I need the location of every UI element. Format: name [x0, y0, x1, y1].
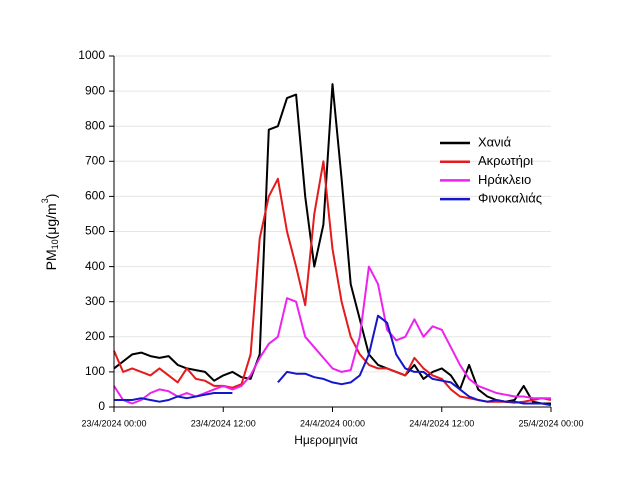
x-tick-label: 24/4/2024 00:00	[300, 418, 365, 428]
y-label-part: (μg/m	[43, 203, 59, 239]
y-tick-label: 100	[85, 364, 105, 378]
x-tick-label: 23/4/2024 00:00	[81, 418, 146, 428]
y-tick-label: 700	[85, 153, 105, 167]
series-line	[113, 265, 551, 405]
x-tick-label: 24/4/2024 12:00	[409, 418, 474, 428]
y-tick-label: 300	[85, 294, 105, 308]
legend-label: Χανιά	[478, 134, 512, 149]
legend-label: Ηράκλειο	[478, 172, 531, 187]
series-line	[114, 314, 552, 407]
y-tick-label: 1000	[78, 48, 105, 62]
y-label-sub: 10	[50, 239, 60, 249]
y-tick-label: 900	[85, 83, 105, 97]
x-tick-label: 25/4/2024 00:00	[518, 418, 583, 428]
legend-label: Φινοκαλιάς	[478, 191, 542, 206]
y-label-sup: 3	[40, 198, 50, 203]
y-tick-label: 200	[85, 329, 105, 343]
x-tick-label: 23/4/2024 12:00	[191, 418, 256, 428]
x-axis-label: Ημερομηνία	[294, 433, 358, 447]
y-tick-label: 400	[85, 259, 105, 273]
y-tick-label: 600	[85, 189, 105, 203]
y-axis-label: PM10(μg/m3)	[40, 194, 60, 271]
legend-label: Ακρωτήρι	[478, 153, 533, 168]
y-label-part: )	[43, 194, 59, 199]
y-label-part: PM	[43, 249, 59, 270]
y-tick-label: 0	[98, 399, 105, 413]
y-tick-label: 500	[85, 224, 105, 238]
y-tick-label: 800	[85, 118, 105, 132]
